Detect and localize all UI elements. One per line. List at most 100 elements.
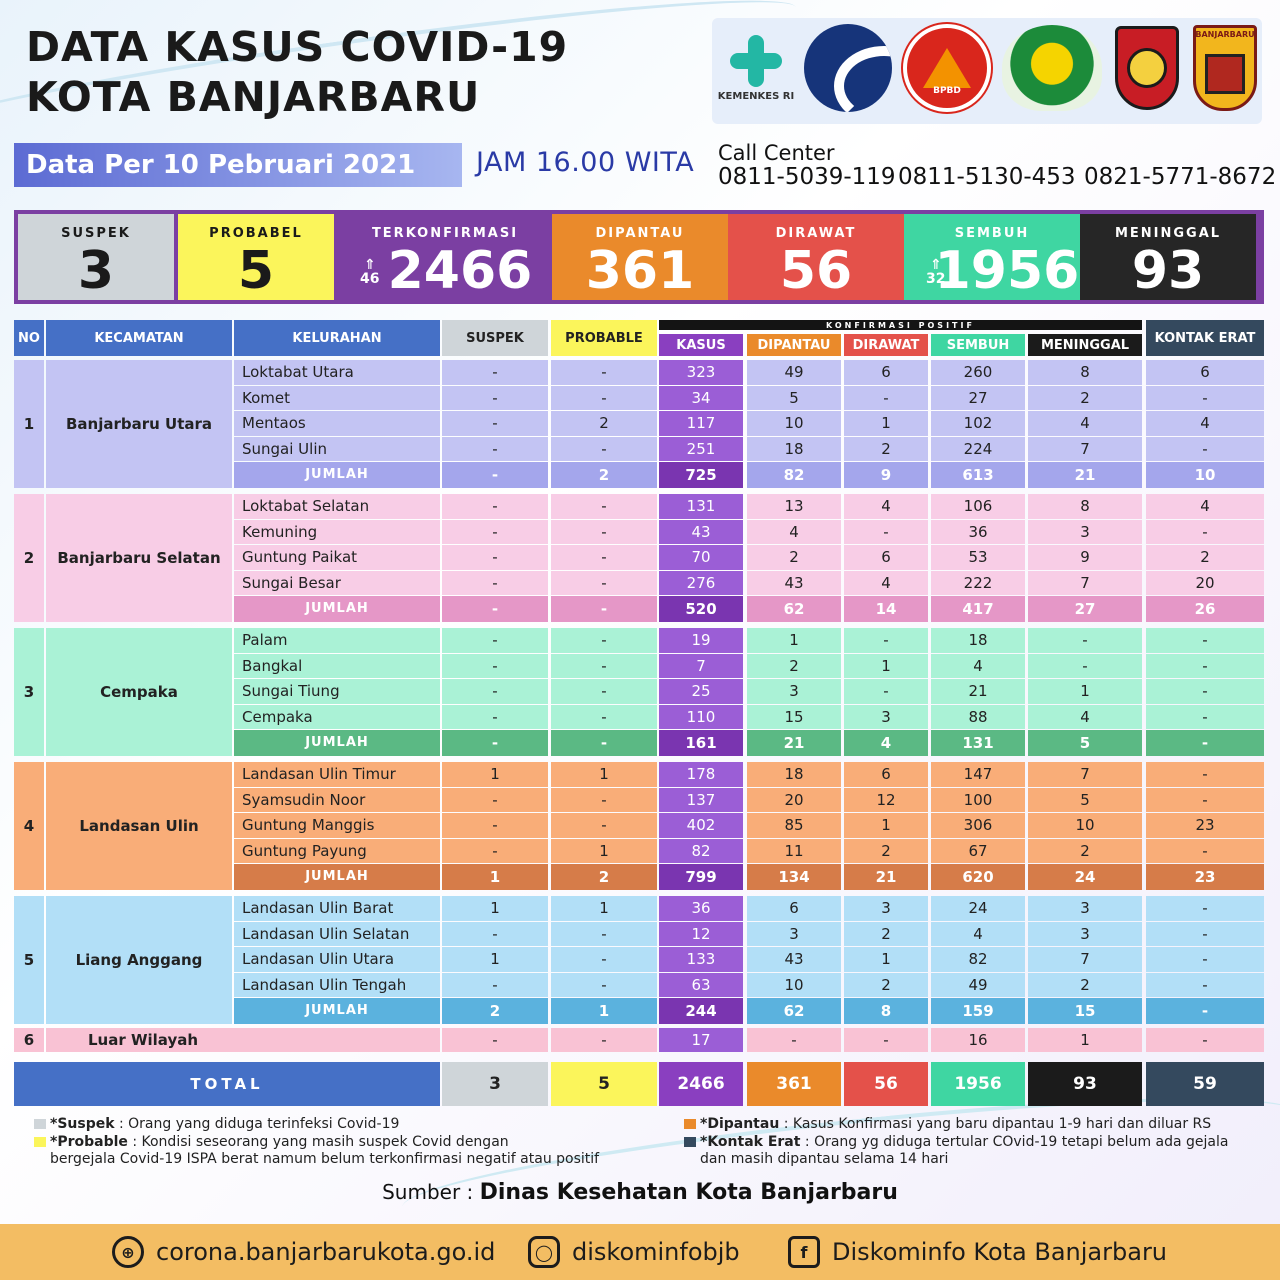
cell-meninggal: 7 [1028, 570, 1142, 595]
cell-suspek: - [442, 436, 548, 461]
summary-increase-value: 32 [926, 271, 946, 287]
jumlah-probable: 2 [551, 462, 657, 488]
total-suspek: 3 [442, 1062, 548, 1106]
kelurahan-name: Landasan Ulin Barat [234, 896, 440, 921]
header-sembuh: SEMBUH [931, 334, 1025, 356]
summary-terkonfirmasi: TERKONFIRMASI 2466 ⇑ 46 [338, 214, 552, 300]
cell-suspek: - [442, 813, 548, 838]
jumlah-dipantau: 62 [747, 998, 841, 1024]
cell-suspek: - [442, 570, 548, 595]
cell-dipantau: 15 [747, 704, 841, 729]
cell-kasus: 43 [659, 519, 743, 544]
header-no: NO [14, 320, 44, 356]
luar-sembuh: 16 [931, 1028, 1025, 1052]
cell-dirawat: 2 [844, 838, 928, 863]
kelurahan-name: Loktabat Utara [234, 360, 440, 385]
cell-sembuh: 24 [931, 896, 1025, 921]
luar-no: 6 [14, 1028, 44, 1052]
summary-label: SUSPEK [61, 226, 131, 241]
cell-sembuh: 306 [931, 813, 1025, 838]
jumlah-kasus: 244 [659, 998, 743, 1024]
summary-increase: ⇑ 46 [360, 258, 379, 286]
jumlah-kontak-erat: 23 [1146, 864, 1264, 890]
cell-kontak-erat: - [1146, 838, 1264, 863]
cell-sembuh: 27 [931, 385, 1025, 410]
group-kecamatan: Banjarbaru Selatan [46, 494, 232, 622]
cell-kasus: 110 [659, 704, 743, 729]
footer-website[interactable]: ⊕ corona.banjarbarukota.go.id [112, 1224, 495, 1280]
summary-label: SEMBUH [954, 226, 1030, 241]
header-kasus: KASUS [659, 334, 743, 356]
header-kontak-erat: KONTAK ERAT [1146, 320, 1264, 356]
jumlah-dipantau: 82 [747, 462, 841, 488]
bpbd-triangle-icon [923, 48, 971, 88]
cell-sembuh: 21 [931, 679, 1025, 704]
cell-sembuh: 106 [931, 494, 1025, 519]
cell-probable: - [551, 704, 657, 729]
summary-value: 361 [585, 241, 695, 301]
summary-label: DIPANTAU [595, 226, 685, 241]
legend-dipantau-swatch [684, 1119, 696, 1129]
cell-probable: - [551, 972, 657, 997]
cell-dipantau: 43 [747, 947, 841, 972]
group-no: 2 [14, 494, 44, 622]
cell-kontak-erat: - [1146, 896, 1264, 921]
cell-sembuh: 36 [931, 519, 1025, 544]
jumlah-suspek: 2 [442, 998, 548, 1024]
total-probable: 5 [551, 1062, 657, 1106]
jumlah-sembuh: 159 [931, 998, 1025, 1024]
call-center-number-2[interactable]: 0811-5130-453 [898, 164, 1076, 190]
cell-kontak-erat: - [1146, 704, 1264, 729]
cell-kontak-erat: - [1146, 787, 1264, 812]
cell-meninggal: 4 [1028, 411, 1142, 436]
luar-dirawat: - [844, 1028, 928, 1052]
summary-value: 2466 [387, 241, 533, 301]
date-label: Data Per 10 Pebruari 2021 [26, 150, 416, 180]
jumlah-meninggal: 24 [1028, 864, 1142, 890]
jumlah-kasus: 799 [659, 864, 743, 890]
bpbd-logo-label: BPBD [933, 86, 961, 96]
cell-meninggal: 9 [1028, 545, 1142, 570]
cell-kontak-erat: - [1146, 519, 1264, 544]
cell-suspek: - [442, 838, 548, 863]
jumlah-label: JUMLAH [234, 462, 440, 488]
banjarbaru-logo: BANJARBARU [1192, 24, 1258, 112]
cell-suspek: - [442, 972, 548, 997]
cell-kasus: 133 [659, 947, 743, 972]
call-center-number-3[interactable]: 0821-5771-8672 [1084, 164, 1277, 190]
cell-dirawat: 1 [844, 411, 928, 436]
jumlah-meninggal: 21 [1028, 462, 1142, 488]
cell-sembuh: 88 [931, 704, 1025, 729]
cell-dipantau: 43 [747, 570, 841, 595]
call-center-number-1[interactable]: 0811-5039-119 [718, 164, 896, 190]
summary-sembuh: SEMBUH 1956 ⇑ 32 [904, 214, 1080, 300]
cell-meninggal: 10 [1028, 813, 1142, 838]
cell-probable: - [551, 360, 657, 385]
cell-dirawat: 6 [844, 762, 928, 787]
cell-meninggal: 8 [1028, 494, 1142, 519]
legend-probable-swatch [34, 1137, 46, 1147]
header-kecamatan: KECAMATAN [46, 320, 232, 356]
summary-label: PROBABEL [209, 226, 303, 241]
summary-increase: ⇑ 32 [926, 258, 945, 286]
cell-probable: - [551, 921, 657, 946]
footer-instagram[interactable]: ◯ diskominfobjb [528, 1224, 740, 1280]
cell-probable: - [551, 436, 657, 461]
cell-probable: - [551, 628, 657, 653]
kominfo-logo [802, 24, 894, 112]
kelurahan-name: Guntung Paikat [234, 545, 440, 570]
jumlah-probable: - [551, 730, 657, 756]
jumlah-dirawat: 9 [844, 462, 928, 488]
header-probable: PROBABLE [551, 320, 657, 356]
header-konfirmasi-positif: KONFIRMASI POSITIF [659, 320, 1142, 330]
footer-facebook[interactable]: f Diskominfo Kota Banjarbaru [788, 1224, 1167, 1280]
kemenkes-plus-icon [730, 34, 782, 87]
antasari-logo [1000, 24, 1104, 112]
cell-kasus: 70 [659, 545, 743, 570]
group-no: 5 [14, 896, 44, 1024]
cell-kasus: 402 [659, 813, 743, 838]
cell-sembuh: 260 [931, 360, 1025, 385]
summary-panel: SUSPEK 3 PROBABEL 5 TERKONFIRMASI 2466 ⇑ 46 DIPA… [14, 210, 1264, 304]
summary-label: MENINGGAL [1114, 226, 1222, 241]
cell-dirawat: - [844, 519, 928, 544]
